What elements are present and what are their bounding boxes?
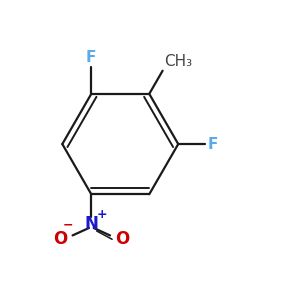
Text: F: F — [86, 50, 97, 65]
Text: −: − — [62, 218, 73, 231]
Text: CH₃: CH₃ — [164, 54, 192, 69]
Text: O: O — [53, 230, 68, 248]
Text: O: O — [115, 230, 129, 248]
Text: F: F — [207, 136, 218, 152]
Text: N: N — [84, 215, 98, 233]
Text: +: + — [97, 208, 107, 221]
